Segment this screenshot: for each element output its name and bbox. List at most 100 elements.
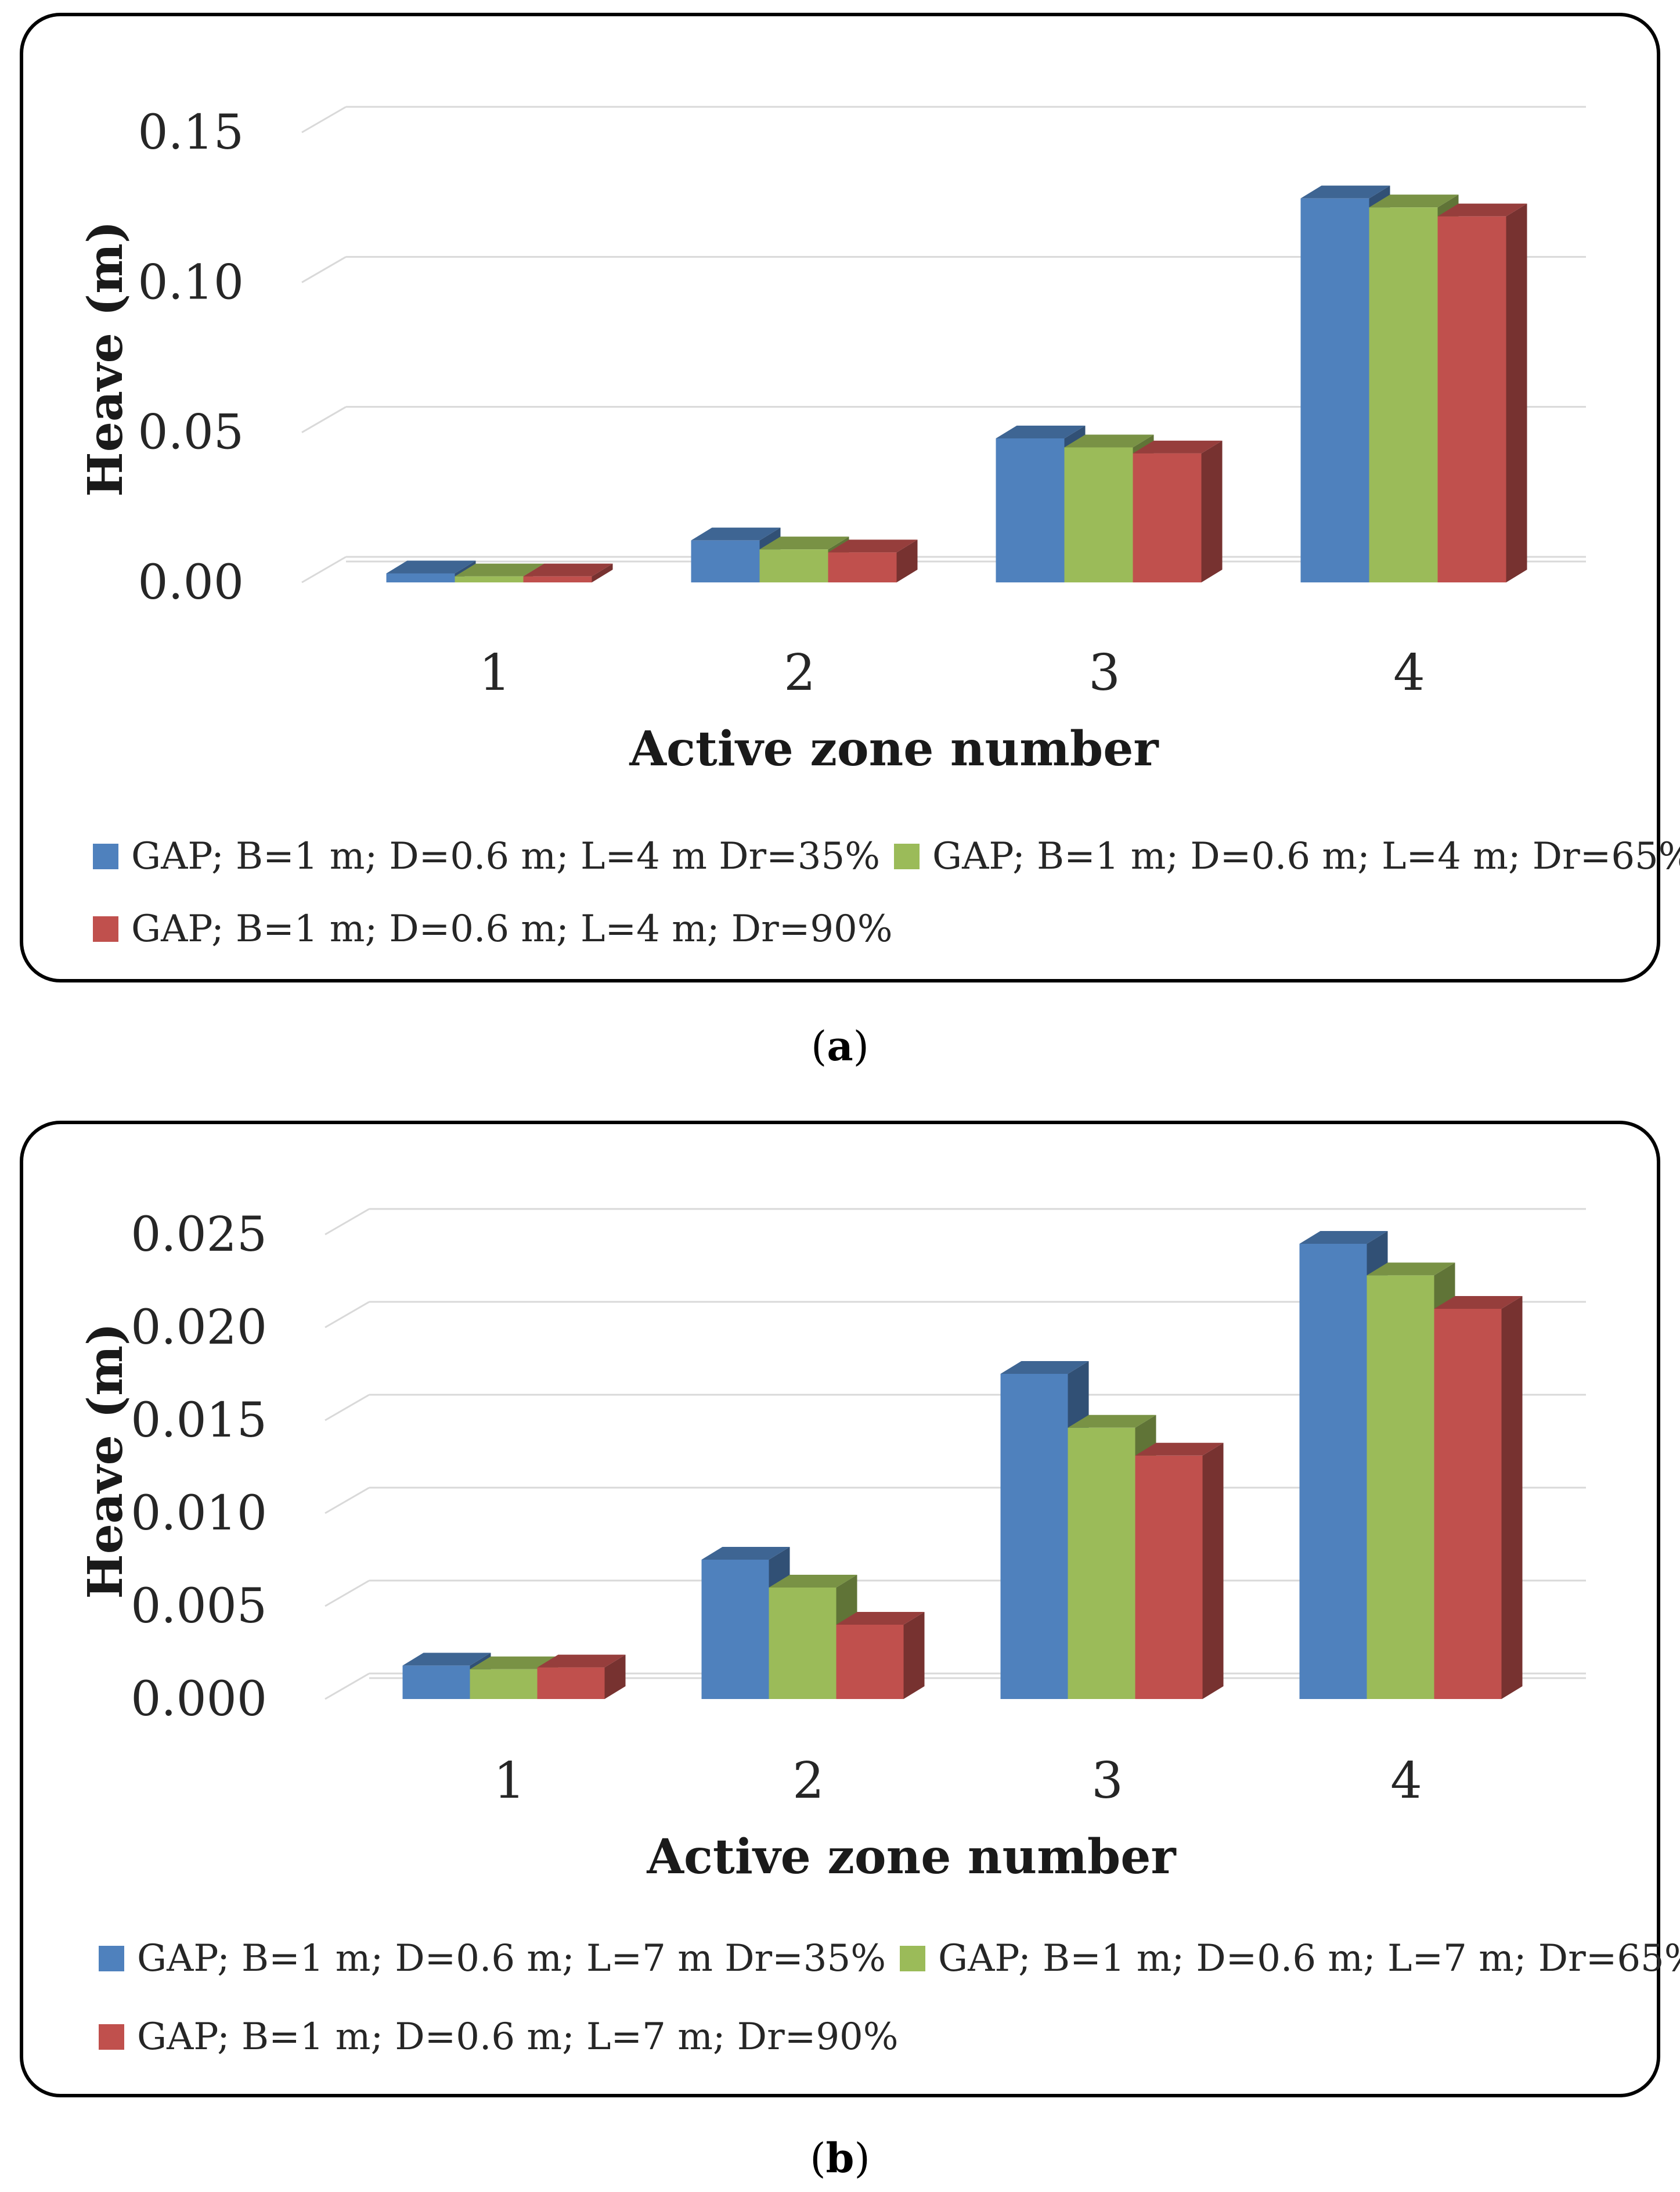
bar-top: [1300, 185, 1390, 199]
chart-a-plot: 0.00 0.05 0.10 0.15 1 2 3 4 Active zone number He…: [78, 105, 1586, 777]
legend-label: GAP; B=1 m; D=0.6 m; L=7 m; Dr=90%: [137, 2015, 899, 2058]
bar-side: [1506, 203, 1527, 583]
x-axis-title: Active zone number: [629, 721, 1159, 777]
x-tick-label: 4: [1393, 644, 1425, 702]
bar-top: [828, 539, 918, 553]
bar-front: [1300, 198, 1369, 583]
gridline-depth: [301, 256, 347, 283]
bar-front: [386, 573, 455, 582]
legend-swatch: [99, 2024, 124, 2050]
bar: [537, 1654, 626, 1699]
bar-front: [1367, 1275, 1434, 1699]
bar: [1133, 440, 1223, 582]
bar-top: [1369, 195, 1459, 208]
bar-front: [537, 1667, 605, 1699]
bar-top: [386, 560, 476, 574]
x-axis-title: Active zone number: [646, 1829, 1177, 1885]
bar: [1437, 203, 1527, 583]
bar-top: [836, 1612, 925, 1625]
legend-label: GAP; B=1 m; D=0.6 m; L=4 m Dr=35%: [131, 835, 880, 878]
y-tick-label: 0.005: [131, 1579, 267, 1634]
bar-top: [1064, 434, 1154, 448]
gridline-depth: [301, 556, 347, 584]
bar-top: [1367, 1262, 1455, 1276]
x-tick-label: 2: [784, 644, 816, 702]
legend-item-series-3: GAP; B=1 m; D=0.6 m; L=7 m; Dr=90%: [99, 2015, 899, 2058]
legend-item-series-3: GAP; B=1 m; D=0.6 m; L=4 m; Dr=90%: [93, 908, 893, 951]
bar-front: [828, 552, 897, 582]
bar-front: [402, 1665, 470, 1699]
bar-side: [1202, 1442, 1224, 1699]
bar-front: [523, 576, 592, 582]
chart-a-legend: GAP; B=1 m; D=0.6 m; L=4 m Dr=35% GAP; B…: [23, 812, 1680, 963]
y-tick-label: 0.010: [131, 1486, 267, 1541]
bar-front: [996, 438, 1065, 582]
bar-top: [1000, 1361, 1089, 1374]
gridline-depth: [325, 1301, 370, 1329]
bar: [523, 563, 613, 582]
gridline-depth: [325, 1486, 370, 1514]
legend-swatch: [900, 1946, 925, 1971]
legend-label: GAP; B=1 m; D=0.6 m; L=4 m; Dr=65%: [932, 835, 1680, 878]
bar-top: [470, 1656, 558, 1669]
gridline-depth: [325, 1208, 370, 1236]
y-axis-title: Heave (m): [78, 1323, 134, 1599]
bar-front: [691, 540, 760, 582]
bar-front: [1064, 447, 1133, 582]
y-tick-label: 0.025: [131, 1207, 267, 1262]
bar-front: [1437, 216, 1506, 583]
gridline-depth: [325, 1579, 370, 1607]
x-tick-label: 4: [1390, 1752, 1422, 1810]
legend-swatch: [99, 1946, 124, 1971]
bar-front: [1068, 1427, 1135, 1699]
y-tick-label: 0.10: [138, 255, 244, 310]
x-tick-label: 1: [479, 644, 511, 702]
bar-front: [1369, 207, 1438, 583]
legend-label: GAP; B=1 m; D=0.6 m; L=7 m; Dr=65%: [938, 1937, 1680, 1980]
caption-b: (b): [810, 2134, 870, 2182]
bar-front: [769, 1588, 837, 1699]
bar-front: [470, 1669, 538, 1699]
caption-a: (a): [811, 1022, 869, 1070]
chart-panel-b: 0.000 0.005 0.010 0.015 0.020 0.025 1 2 3 4 Active…: [20, 1121, 1680, 2097]
bar-top: [455, 563, 545, 577]
x-tick-label: 2: [792, 1752, 824, 1810]
bar-top: [537, 1654, 626, 1668]
legend-swatch: [93, 916, 118, 942]
x-tick-label: 3: [1091, 1752, 1123, 1810]
bar-side: [903, 1612, 925, 1699]
bar-top: [759, 537, 849, 550]
bar-front: [1135, 1455, 1203, 1699]
bar-side: [1201, 440, 1223, 582]
chart-panel-a: 0.00 0.05 0.10 0.15 1 2 3 4 Active zone number He…: [20, 13, 1680, 982]
caption-a-label: a: [827, 1022, 853, 1070]
bar-top: [1434, 1296, 1523, 1309]
y-tick-label: 0.015: [131, 1393, 267, 1448]
legend-label: GAP; B=1 m; D=0.6 m; L=4 m; Dr=90%: [131, 908, 893, 951]
bar-side: [896, 539, 918, 582]
gridline-depth: [301, 106, 347, 134]
legend-item-series-2: GAP; B=1 m; D=0.6 m; L=4 m; Dr=65%: [894, 835, 1680, 878]
bar-top: [523, 563, 613, 577]
y-tick-label: 0.020: [131, 1300, 267, 1355]
gridline-depth: [325, 1672, 370, 1700]
bar-side: [592, 563, 613, 582]
bar: [828, 539, 918, 582]
bar-front: [759, 549, 828, 582]
bar-front: [1000, 1374, 1068, 1699]
bar-top: [769, 1575, 857, 1588]
bar-top: [701, 1547, 790, 1560]
chart-b-plot: 0.000 0.005 0.010 0.015 0.020 0.025 1 2 3 4 Active…: [78, 1207, 1586, 1885]
bar-side: [604, 1654, 626, 1699]
y-tick-label: 0.05: [138, 405, 244, 460]
y-tick-label: 0.15: [138, 105, 244, 160]
caption-b-label: b: [825, 2134, 855, 2182]
y-axis-title: Heave (m): [78, 221, 134, 497]
legend-swatch: [93, 844, 118, 869]
bar-top: [1068, 1414, 1156, 1428]
bar-top: [402, 1653, 491, 1666]
bar-front: [455, 576, 524, 582]
legend-swatch: [894, 844, 920, 869]
bar-top: [691, 527, 781, 541]
y-tick-label: 0.00: [138, 555, 244, 610]
